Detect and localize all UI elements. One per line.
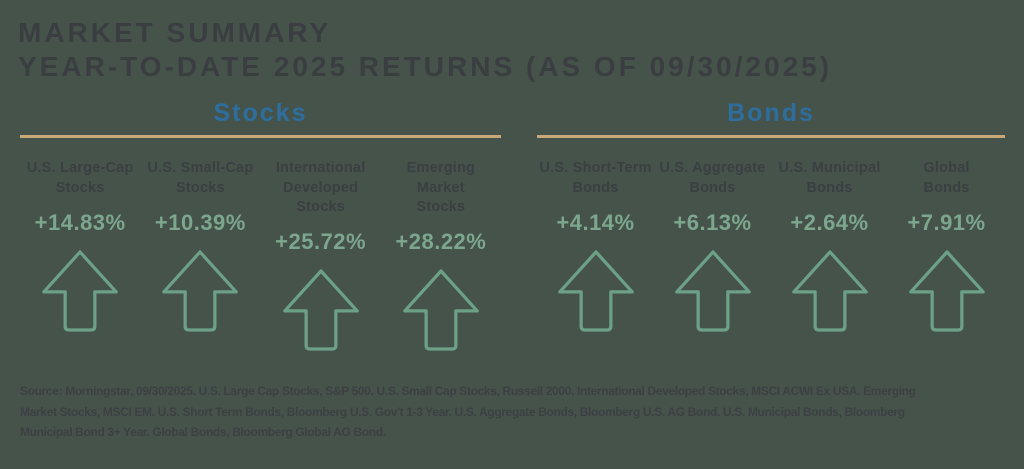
stat-label: U.S. Short-Term Bonds <box>539 160 652 196</box>
stat-column-us-aggregate-bonds: U.S. Aggregate Bonds +6.13% <box>654 159 771 334</box>
stat-label: U.S. Large-Cap Stocks <box>26 160 134 196</box>
stat-label: U.S. Small-Cap Stocks <box>147 160 254 196</box>
stat-column-us-short-term-bonds: U.S. Short-Term Bonds +4.14% <box>537 159 654 334</box>
stat-column-international-developed-stocks: International Developed Stocks +25.72% <box>261 159 381 353</box>
up-arrow-icon <box>161 248 239 334</box>
up-arrow-icon <box>557 248 635 334</box>
stat-label: U.S. Municipal Bonds <box>778 160 881 196</box>
asset-class-sections: Stocks U.S. Large-Cap Stocks +14.83% U.S… <box>0 99 1024 353</box>
bonds-divider-line <box>537 135 1005 139</box>
stat-value: +2.64% <box>790 210 869 236</box>
stat-value: +14.83% <box>34 210 126 236</box>
bonds-columns: U.S. Short-Term Bonds +4.14% U.S. Aggreg… <box>537 159 1005 334</box>
stocks-section: Stocks U.S. Large-Cap Stocks +14.83% U.S… <box>20 99 501 353</box>
stat-value: +10.39% <box>154 210 246 236</box>
stat-value: +28.22% <box>395 228 487 254</box>
up-arrow-icon <box>674 248 752 334</box>
page-title-line-1: MARKET SUMMARY <box>18 17 332 48</box>
stat-value: +6.13% <box>673 210 752 236</box>
page-header: MARKET SUMMARY YEAR-TO-DATE 2025 RETURNS… <box>0 0 1024 83</box>
up-arrow-icon <box>402 267 480 353</box>
source-footnote-line-1: Source: Morningstar, 09/30/2025. U.S. La… <box>20 383 916 398</box>
up-arrow-icon <box>791 248 869 334</box>
stat-column-global-bonds: Global Bonds +7.91% <box>888 159 1005 334</box>
stocks-divider-line <box>20 135 501 139</box>
stat-column-emerging-market-stocks: Emerging Market Stocks +28.22% <box>381 159 501 353</box>
stat-label: International Developed Stocks <box>275 160 366 216</box>
stat-value: +4.14% <box>556 210 635 236</box>
stat-column-us-large-cap-stocks: U.S. Large-Cap Stocks +14.83% <box>20 159 140 353</box>
stat-label: U.S. Aggregate Bonds <box>659 160 766 196</box>
up-arrow-icon <box>908 248 986 334</box>
page-title-line-2: YEAR-TO-DATE 2025 RETURNS (AS OF 09/30/2… <box>18 50 833 82</box>
stat-column-us-municipal-bonds: U.S. Municipal Bonds +2.64% <box>771 159 888 334</box>
up-arrow-icon <box>282 267 360 353</box>
stat-value: +7.91% <box>907 210 986 236</box>
bonds-section: Bonds U.S. Short-Term Bonds +4.14% U.S. … <box>537 99 1005 353</box>
source-footnote: Source: Morningstar, 09/30/2025. U.S. La… <box>20 381 1024 443</box>
stocks-columns: U.S. Large-Cap Stocks +14.83% U.S. Small… <box>20 159 501 353</box>
source-footnote-line-3: Municipal Bond 3+ Year. Global Bonds, Bl… <box>20 425 386 440</box>
stat-label: Global Bonds <box>923 160 970 196</box>
stat-label: Emerging Market Stocks <box>406 160 476 216</box>
stat-column-us-small-cap-stocks: U.S. Small-Cap Stocks +10.39% <box>140 159 260 353</box>
stat-value: +25.72% <box>275 228 367 254</box>
up-arrow-icon <box>41 248 119 334</box>
stocks-section-heading: Stocks <box>213 99 308 128</box>
bonds-section-heading: Bonds <box>727 99 815 128</box>
source-footnote-line-2: Market Stocks, MSCI EM. U.S. Short Term … <box>20 404 905 419</box>
